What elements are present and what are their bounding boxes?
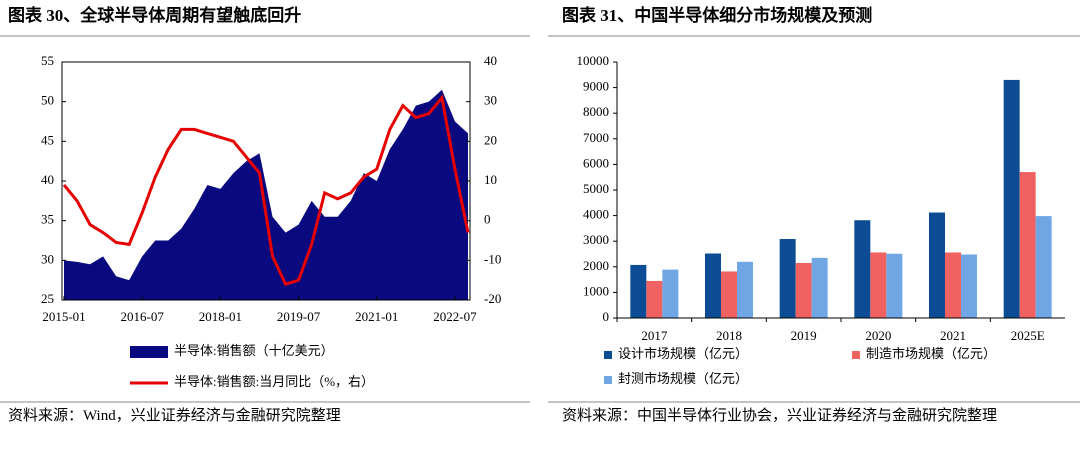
x-tick-label: 2020	[865, 328, 891, 343]
chart-title: 图表 31、中国半导体细分市场规模及预测	[562, 5, 872, 25]
x-tick-label: 2018-01	[199, 309, 242, 324]
bar	[1019, 172, 1036, 318]
x-tick-label: 2017	[641, 328, 668, 343]
bar	[646, 280, 663, 318]
bar	[854, 220, 871, 318]
bar	[886, 253, 903, 318]
y-tick-label: 6000	[583, 155, 609, 170]
bar	[870, 252, 887, 318]
y-tick-label: 50	[41, 93, 54, 108]
y-tick-label: 9000	[583, 79, 609, 94]
bar	[737, 261, 753, 318]
x-tick-label: 2021-01	[355, 309, 398, 324]
area	[64, 89, 468, 301]
y-tick-label: 7000	[583, 130, 609, 145]
y-tick-label: 0	[603, 309, 610, 324]
legend-swatch	[604, 376, 612, 384]
y-tick-label: 1000	[583, 283, 609, 298]
y-tick-label: 45	[41, 132, 54, 147]
bar	[662, 269, 679, 318]
y2-tick-label: 20	[484, 132, 497, 147]
legend-label: 设计市场规模（亿元）	[618, 346, 748, 361]
y-tick-label: 4000	[583, 207, 609, 222]
x-tick-label: 2015-01	[42, 309, 85, 324]
x-tick-label: 2019	[791, 328, 817, 343]
y-tick-label: 3000	[583, 232, 609, 247]
x-tick-label: 2019-07	[277, 309, 321, 324]
y2-tick-label: 40	[484, 53, 497, 68]
legend-label: 制造市场规模（亿元）	[866, 346, 996, 361]
y2-tick-label: -20	[484, 291, 501, 306]
bar	[961, 254, 977, 318]
x-tick-label: 2016-07	[121, 309, 165, 324]
legend-swatch	[130, 346, 168, 358]
y-tick-label: 10000	[577, 53, 610, 68]
y-tick-label: 8000	[583, 104, 609, 119]
y2-tick-label: 30	[484, 93, 497, 108]
y2-tick-label: 10	[484, 172, 497, 187]
y-tick-label: 25	[41, 291, 54, 306]
bar	[945, 252, 961, 318]
bar	[1035, 216, 1052, 318]
source-note: 资料来源：中国半导体行业协会，兴业证券经济与金融研究院整理	[562, 408, 998, 424]
chart-title: 图表 30、全球半导体周期有望触底回升	[8, 5, 301, 25]
legend-label: 封测市场规模（亿元）	[618, 371, 748, 386]
y2-tick-label: 0	[484, 212, 491, 227]
legend-swatch	[604, 351, 612, 359]
x-tick-label: 2021	[940, 328, 966, 343]
bar	[630, 264, 647, 318]
y-tick-label: 2000	[583, 258, 609, 273]
line	[62, 94, 470, 286]
y-tick-label: 35	[41, 212, 54, 227]
legend-swatch	[852, 351, 860, 359]
bar	[705, 253, 721, 318]
bar	[795, 262, 812, 318]
y-tick-label: 55	[41, 53, 54, 68]
legend-label: 半导体:销售额（十亿美元）	[174, 343, 334, 358]
bar	[1003, 79, 1020, 318]
bar	[929, 212, 945, 318]
y-tick-label: 40	[41, 172, 54, 187]
y2-tick-label: -10	[484, 251, 501, 266]
bar	[811, 257, 828, 318]
x-tick-label: 2022-07	[433, 309, 477, 324]
legend-label: 半导体:销售额:当月同比（%，右）	[174, 374, 374, 389]
y-tick-label: 5000	[583, 181, 609, 196]
bar	[779, 239, 796, 318]
bar	[721, 271, 737, 318]
y-tick-label: 30	[41, 251, 54, 266]
source-note: 资料来源：Wind，兴业证券经济与金融研究院整理	[8, 408, 341, 424]
x-tick-label: 2018	[716, 328, 742, 343]
x-tick-label: 2025E	[1011, 328, 1045, 343]
